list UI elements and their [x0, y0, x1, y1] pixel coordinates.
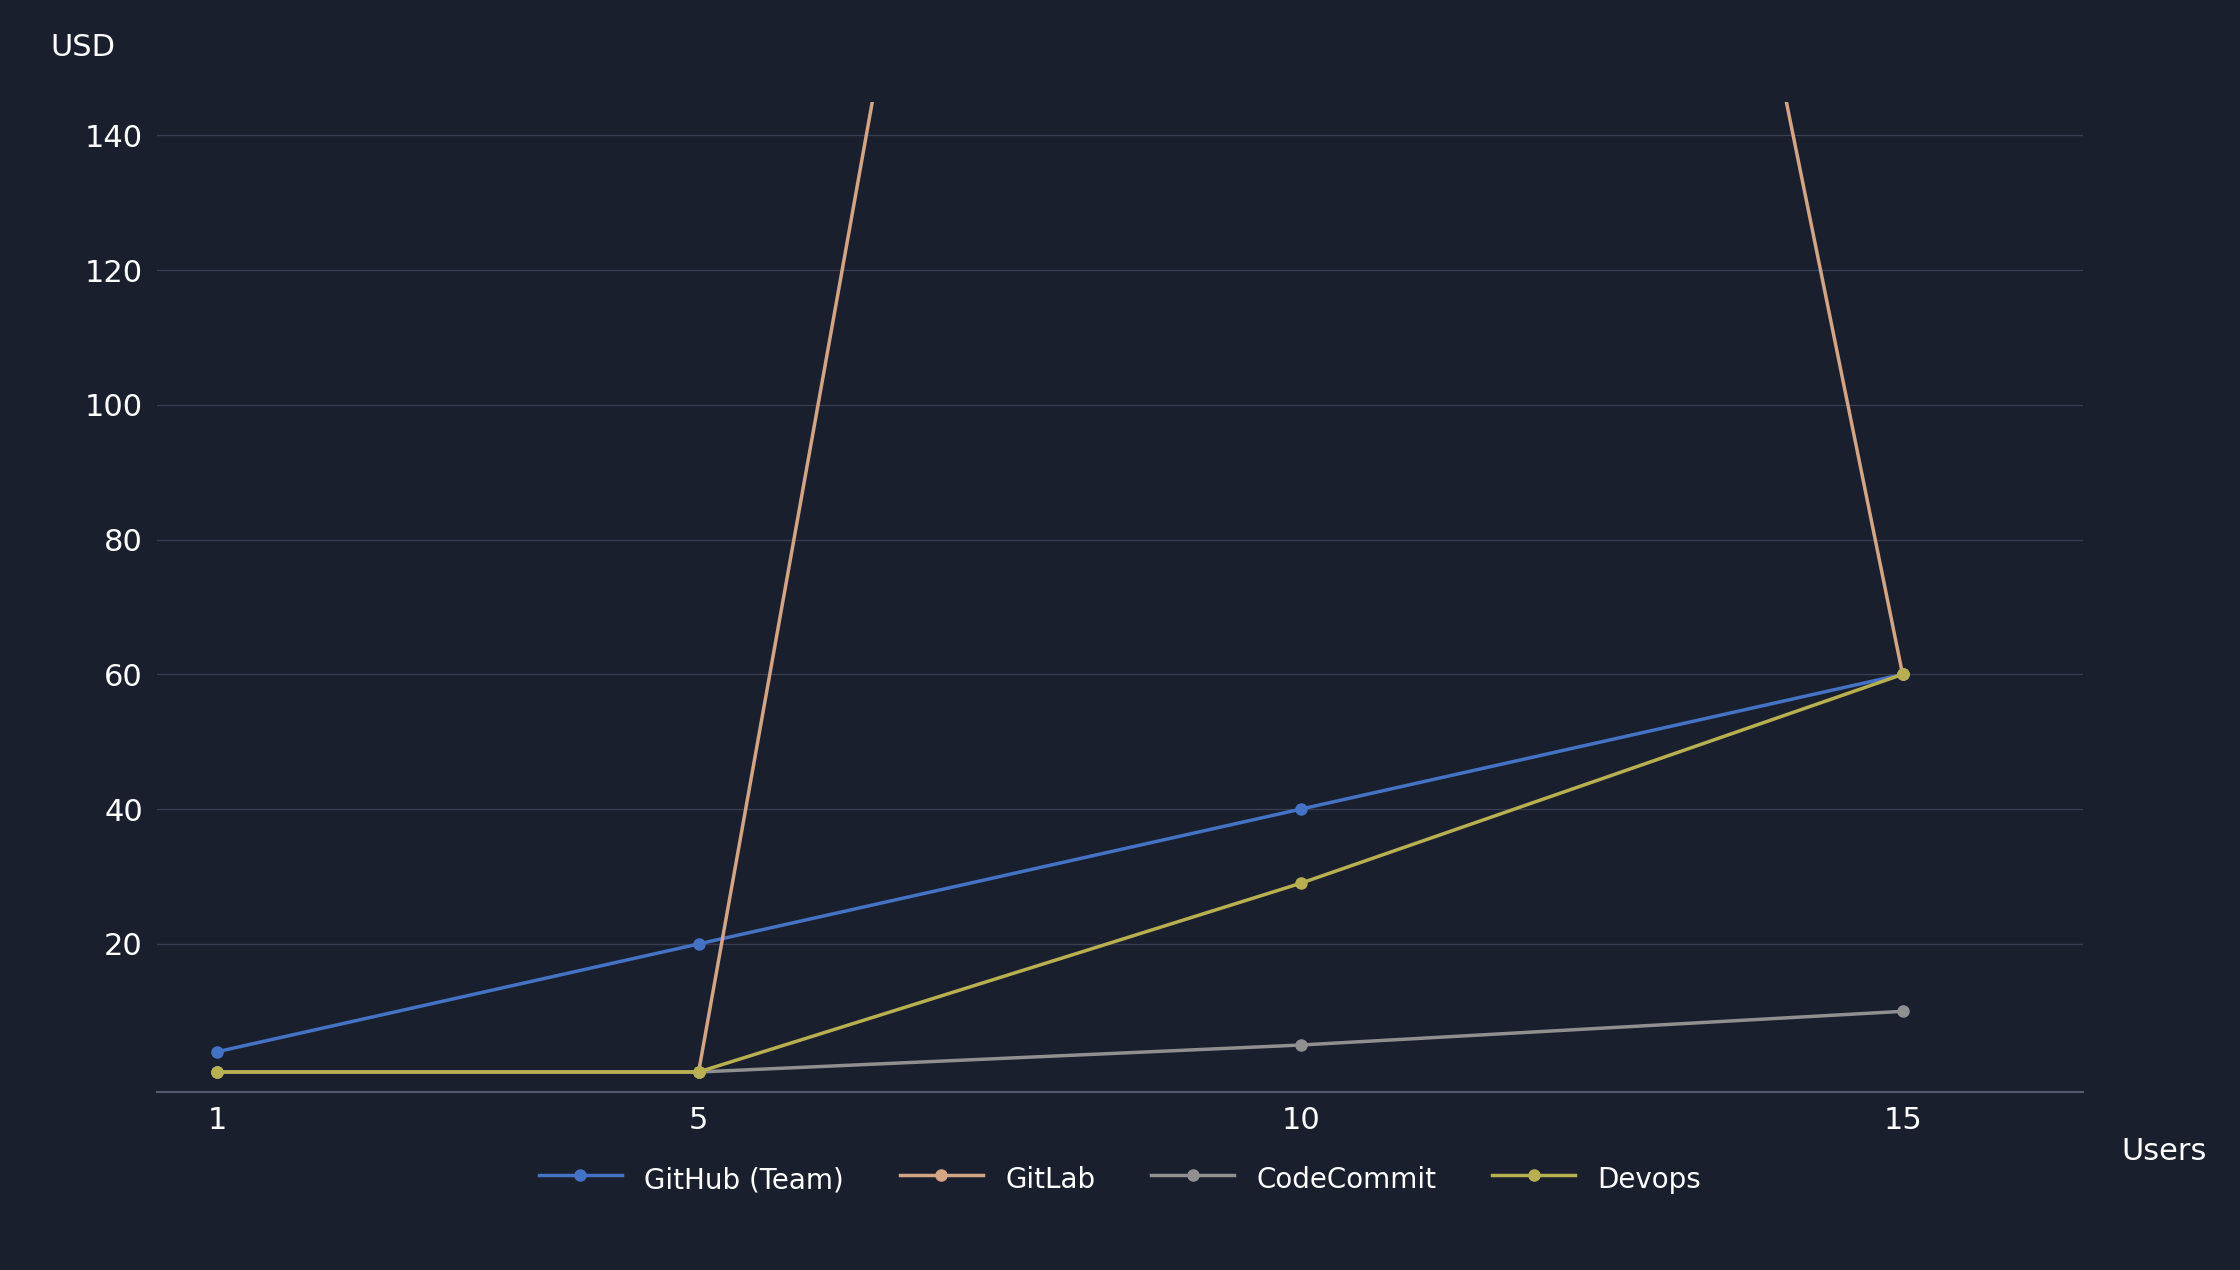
Devops: [204, 1064, 231, 1080]
Text: Users: Users: [2121, 1137, 2206, 1166]
GitLab: [204, 1064, 231, 1080]
GitHub (Team): [1888, 667, 1915, 682]
GitHub (Team): [685, 936, 712, 951]
Line: GitLab: GitLab: [211, 0, 1908, 1077]
Line: CodeCommit: CodeCommit: [211, 1006, 1908, 1077]
Line: GitHub (Team): GitHub (Team): [211, 669, 1908, 1058]
Devops: [685, 1064, 712, 1080]
CodeCommit: [204, 1064, 231, 1080]
CodeCommit: [1888, 1003, 1915, 1019]
Text: USD: USD: [52, 33, 116, 62]
Devops: [1288, 876, 1315, 892]
Devops: [1888, 667, 1915, 682]
CodeCommit: [685, 1064, 712, 1080]
GitLab: [1888, 667, 1915, 682]
Line: Devops: Devops: [211, 669, 1908, 1077]
GitLab: [685, 1064, 712, 1080]
Legend: GitHub (Team), GitLab, CodeCommit, Devops: GitHub (Team), GitLab, CodeCommit, Devop…: [529, 1151, 1711, 1206]
GitHub (Team): [1288, 801, 1315, 817]
GitHub (Team): [204, 1044, 231, 1059]
CodeCommit: [1288, 1038, 1315, 1053]
